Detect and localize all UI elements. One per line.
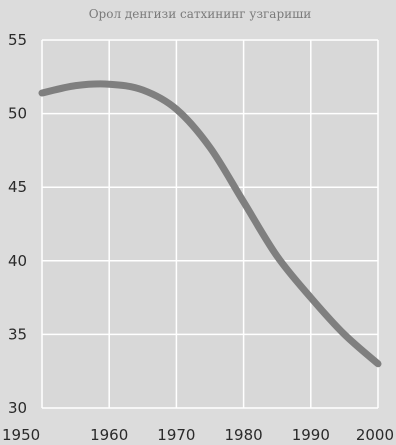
plot-area [42, 40, 378, 408]
x-tick-label: 1970 [157, 426, 195, 444]
y-tick-label: 50 [8, 105, 27, 123]
y-tick-label: 40 [8, 252, 27, 270]
x-tick-label: 1950 [2, 426, 40, 444]
y-axis: 30 35 40 45 50 55 [8, 31, 27, 417]
chart-title: Орол денгизи сатхининг узгариши [89, 7, 312, 21]
y-tick-label: 55 [8, 31, 27, 49]
x-tick-label: 1990 [292, 426, 330, 444]
x-tick-label: 1960 [90, 426, 128, 444]
x-tick-label: 1980 [225, 426, 263, 444]
y-tick-label: 30 [8, 399, 27, 417]
y-tick-label: 35 [8, 325, 27, 343]
x-tick-label: 2000 [356, 426, 394, 444]
x-axis: 1950 1960 1970 1980 1990 2000 [2, 426, 394, 444]
series-line [38, 80, 382, 368]
grid [41, 39, 379, 409]
y-tick-label: 45 [8, 178, 27, 196]
